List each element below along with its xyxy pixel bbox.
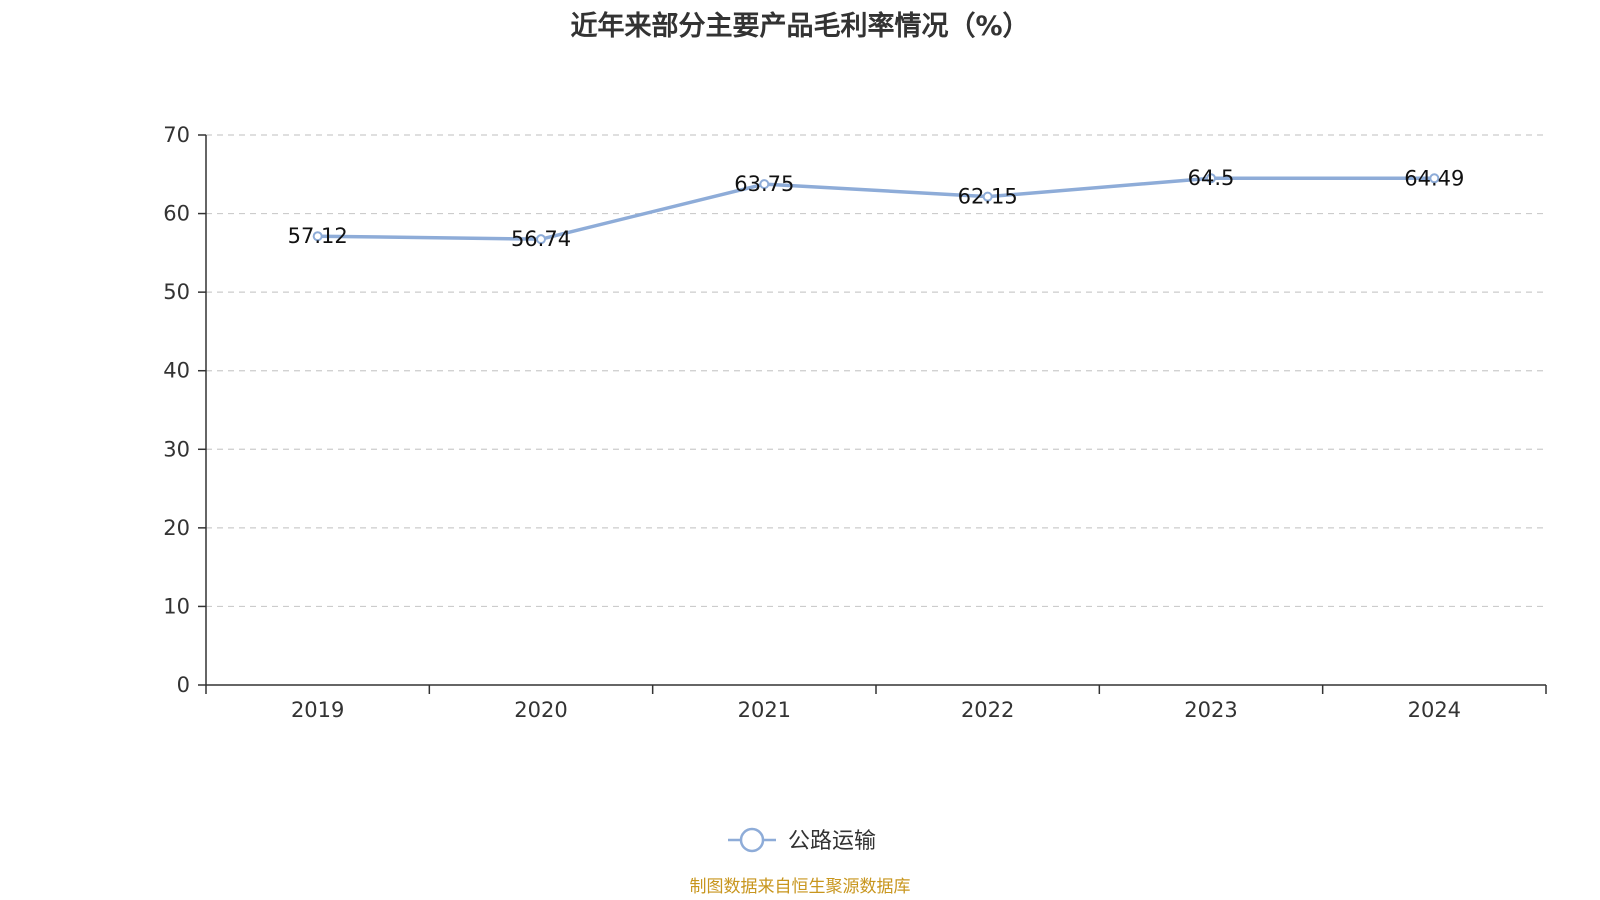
- y-tick-label: 50: [163, 280, 190, 304]
- y-tick-label: 0: [177, 673, 190, 697]
- y-tick-label: 60: [163, 202, 190, 226]
- label-layer: 57.12 56.74 63.75 62.15 64.5 64.49: [288, 166, 1465, 251]
- x-tick-label: 2021: [738, 698, 791, 722]
- data-point[interactable]: [759, 179, 770, 190]
- grid-layer: [206, 134, 1546, 608]
- source-note: 制图数据来自恒生聚源数据库: [689, 877, 911, 897]
- data-label: 64.49: [1404, 166, 1464, 190]
- data-point[interactable]: [982, 191, 993, 202]
- x-tick-label: 2024: [1408, 698, 1461, 722]
- y-tick-label: 20: [163, 516, 190, 540]
- y-tick-label: 70: [163, 123, 190, 147]
- legend-label: 公路运输: [788, 829, 876, 854]
- data-label: 64.5: [1188, 166, 1235, 190]
- data-point[interactable]: [1206, 173, 1216, 184]
- data-point[interactable]: [312, 231, 323, 242]
- x-tick-label: 2019: [291, 698, 344, 722]
- data-label: 56.74: [511, 227, 571, 251]
- data-label: 63.75: [734, 172, 794, 196]
- x-tick-label: 2020: [514, 698, 567, 722]
- data-point[interactable]: [1429, 173, 1440, 184]
- series-line: [317, 176, 1435, 241]
- chart-title: 近年来部分主要产品毛利率情况（%）: [570, 11, 1030, 42]
- data-label: 62.15: [958, 185, 1018, 209]
- series-layer: [312, 173, 1440, 245]
- x-tick-label: 2022: [961, 698, 1014, 722]
- y-tick-label: 40: [163, 359, 190, 383]
- x-tick-label: 2023: [1184, 698, 1237, 722]
- legend-marker-icon: [739, 827, 765, 853]
- axis-layer: 0 10 20 30 40 50 60 70 2019 2020 2021 2022 2023 2024: [163, 123, 1547, 722]
- y-tick-label: 10: [163, 594, 190, 618]
- legend[interactable]: 公路运输: [728, 827, 876, 854]
- data-point[interactable]: [536, 234, 546, 245]
- y-tick-label: 30: [163, 437, 190, 461]
- data-label: 57.12: [288, 224, 348, 248]
